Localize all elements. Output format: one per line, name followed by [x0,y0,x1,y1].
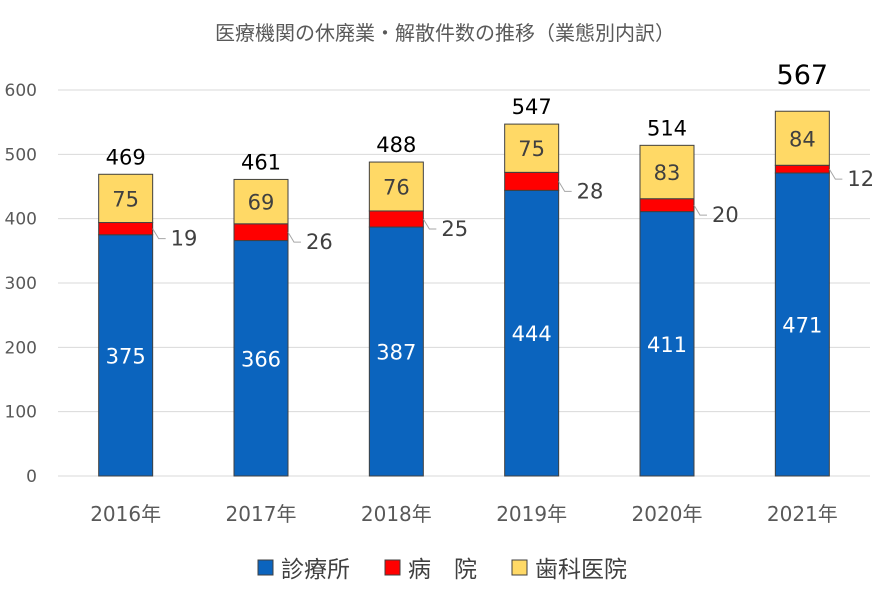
leader-line [287,231,301,243]
legend-label-clinic: 診療所 [281,557,350,583]
bar-dental [98,173,154,224]
data-label-clinic: 387 [376,341,416,365]
bar-dental [504,123,560,173]
bar-hospital [774,164,830,174]
y-tick-label: 400 [5,210,37,230]
data-label-hospital: 26 [306,230,333,254]
bar-dental [368,161,424,212]
x-tick-label: 2019年 [496,502,567,526]
bar-dental [233,178,289,225]
data-label-total: 461 [241,150,281,174]
data-label-total: 567 [777,60,829,91]
leader-line [558,181,572,192]
data-label-hospital: 19 [171,227,198,251]
legend-label-dental: 歯科医院 [535,557,627,583]
bar-hospital [98,222,154,236]
y-tick-label: 500 [5,145,37,165]
bar-hospital [639,198,695,213]
data-label-hospital: 25 [441,217,468,241]
legend-swatch-hospital [384,559,401,576]
leader-line [693,204,707,216]
bar-clinic [233,240,289,477]
y-tick-label: 0 [26,467,37,487]
x-tick-label: 2018年 [361,502,432,526]
data-label-clinic: 366 [241,347,281,371]
data-label-dental: 69 [248,191,275,215]
data-label-dental: 83 [654,161,681,185]
data-label-dental: 75 [112,187,139,211]
bar-clinic [639,211,695,477]
leader-line [422,218,437,230]
x-axis: 2016年 2017年 2018年 2019年 2020年 2021年 [90,502,838,526]
data-label-clinic: 444 [512,322,552,346]
x-tick-label: 2016年 [90,502,161,526]
data-label-hospital: 12 [847,167,874,191]
x-tick-label: 2020年 [632,502,703,526]
bar-hospital [233,223,289,242]
data-label-total: 469 [106,145,146,169]
legend-swatch-clinic [257,559,274,576]
bar-clinic [504,189,560,477]
leader-line [152,228,166,240]
data-label-clinic: 471 [782,313,822,337]
y-tick-label: 300 [5,274,37,294]
data-label-dental: 75 [518,137,545,161]
legend-swatch-dental [511,559,528,576]
bar-hospital [504,171,560,191]
x-tick-label: 2017年 [226,502,297,526]
data-label-hospital: 28 [577,179,604,203]
y-axis: 0 100 200 300 400 500 600 [5,81,870,487]
data-label-clinic: 375 [106,344,146,368]
data-label-clinic: 411 [647,333,687,357]
bar-clinic [774,172,830,477]
y-tick-label: 200 [5,338,37,358]
x-tick-label: 2021年 [767,502,838,526]
chart-title: 医療機関の休廃業・解散件数の推移（業態別内訳） [215,21,675,45]
bar-dental [639,144,695,200]
data-label-hospital: 20 [712,203,739,227]
bars [98,110,830,477]
bar-clinic [98,234,154,477]
data-label-dental: 84 [789,127,816,151]
data-label-total: 488 [376,133,416,157]
data-label-total: 514 [647,116,687,140]
bar-clinic [368,226,424,477]
leader-line [828,168,843,180]
y-tick-label: 100 [5,403,37,423]
y-tick-label: 600 [5,81,37,101]
data-label-dental: 76 [383,176,410,200]
data-label-total: 547 [512,95,552,119]
data-labels: 375 75 19 469 366 69 26 461 387 76 25 488 444 75 28 547… [106,60,874,371]
grid-lines [58,89,870,413]
bar-dental [774,110,830,166]
bar-hospital [368,210,424,228]
legend: 診療所 病 院 歯科医院 [257,557,627,583]
legend-label-hospital: 病 院 [408,557,477,583]
